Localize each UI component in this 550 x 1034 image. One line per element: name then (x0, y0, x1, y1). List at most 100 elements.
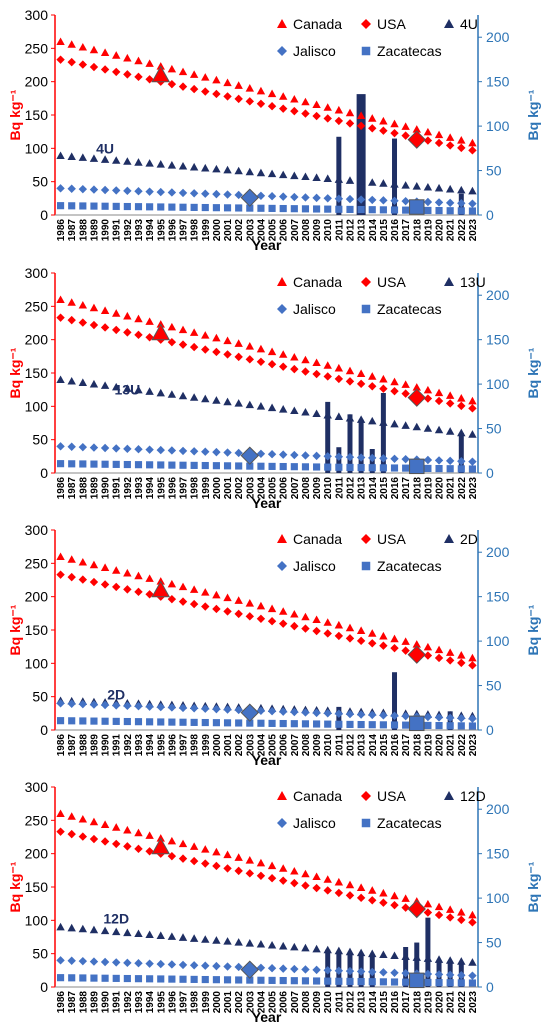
point-canada (368, 372, 377, 380)
point-usa (445, 141, 455, 150)
point-13u (379, 418, 388, 426)
point-zacatecas (346, 977, 354, 985)
point-canada (334, 363, 344, 372)
x-tick-label: 2022 (457, 734, 468, 757)
point-jalisco (256, 706, 266, 715)
x-tick-label: 1999 (201, 991, 212, 1014)
point-jalisco (345, 966, 355, 976)
point-12d (278, 941, 288, 950)
x-tick-label: 1988 (78, 219, 89, 242)
x-tick-label: 2004 (256, 477, 267, 500)
point-usa (468, 661, 477, 670)
point-zacatecas (146, 975, 154, 983)
highlight-marker (409, 199, 425, 215)
data-bar (403, 947, 409, 987)
point-canada (189, 328, 199, 336)
x-tick-label: 2013 (357, 219, 368, 242)
x-tick-label: 2008 (301, 734, 312, 757)
point-usa (379, 126, 388, 135)
x-tick-label: 2015 (379, 991, 390, 1014)
legend-marker-12d (444, 791, 454, 800)
point-zacatecas (279, 462, 287, 471)
point-jalisco (345, 709, 355, 719)
point-jalisco (423, 712, 433, 722)
point-usa (67, 315, 76, 325)
point-usa (301, 624, 310, 633)
x-tick-label: 2018 (412, 991, 423, 1014)
point-canada (178, 582, 188, 591)
point-4u (178, 161, 188, 170)
point-zacatecas (56, 460, 65, 468)
point-jalisco (67, 699, 76, 708)
point-canada (67, 555, 76, 563)
point-canada (201, 845, 210, 853)
point-jalisco (457, 714, 466, 723)
point-jalisco (323, 709, 332, 718)
x-tick-label: 1994 (145, 477, 156, 500)
site-annotation-label: 12D (103, 910, 129, 926)
point-jalisco (78, 442, 88, 452)
point-4u (78, 153, 88, 161)
point-13u (223, 397, 232, 406)
point-usa (67, 829, 76, 839)
right-axis-title: Bq kg⁻¹ (525, 604, 541, 655)
point-zacatecas (268, 462, 276, 470)
left-tick-label: 300 (25, 265, 49, 281)
point-12d (423, 954, 433, 962)
point-jalisco (201, 447, 210, 456)
legend: Canada USA 4U Jalisco Zacatecas (277, 16, 478, 59)
point-zacatecas (179, 718, 187, 726)
point-jalisco (189, 447, 199, 456)
point-canada (178, 839, 188, 848)
point-jalisco (290, 192, 299, 202)
point-usa (401, 903, 410, 912)
point-usa (100, 580, 110, 589)
point-12d (301, 943, 310, 952)
point-12d (412, 953, 421, 961)
legend-marker-zacatecas (361, 818, 371, 828)
x-tick-label: 2015 (379, 734, 390, 757)
highlight-marker (151, 323, 171, 341)
x-tick-label: 1998 (190, 219, 201, 242)
x-tick-label: 1993 (134, 219, 145, 242)
left-tick-label: 200 (25, 332, 49, 348)
point-jalisco (379, 968, 388, 977)
point-jalisco (178, 703, 188, 713)
point-zacatecas (257, 204, 265, 212)
point-canada (78, 300, 88, 309)
x-tick-label: 2007 (290, 477, 301, 500)
point-zacatecas (279, 976, 287, 985)
point-4u (267, 169, 277, 178)
left-tick-label: 100 (25, 655, 49, 671)
right-tick-label: 100 (486, 890, 510, 906)
point-usa (256, 614, 266, 623)
point-usa (112, 839, 121, 849)
legend-label: USA (377, 274, 406, 290)
right-axis-title: Bq kg⁻¹ (525, 89, 541, 140)
point-zacatecas (146, 461, 154, 469)
point-13u (390, 419, 399, 428)
point-13u (123, 384, 132, 392)
point-usa (234, 609, 243, 619)
point-canada (401, 894, 410, 902)
x-tick-label: 2000 (212, 991, 223, 1014)
point-jalisco (234, 190, 243, 200)
point-jalisco (156, 702, 165, 712)
point-canada (434, 902, 444, 911)
point-canada (112, 51, 121, 59)
point-canada (290, 609, 299, 618)
x-tick-label: 1997 (179, 219, 190, 242)
point-zacatecas (346, 205, 354, 213)
x-tick-label: 1989 (89, 734, 100, 757)
point-zacatecas (146, 203, 154, 211)
x-tick-label: 2002 (234, 219, 245, 242)
point-jalisco (123, 444, 132, 454)
point-canada (89, 45, 99, 54)
left-tick-label: 300 (25, 522, 49, 538)
data-bar (392, 672, 398, 730)
point-jalisco (278, 192, 288, 201)
point-usa (301, 881, 310, 890)
point-usa (67, 57, 76, 67)
point-jalisco (112, 444, 121, 453)
point-canada (278, 864, 288, 872)
